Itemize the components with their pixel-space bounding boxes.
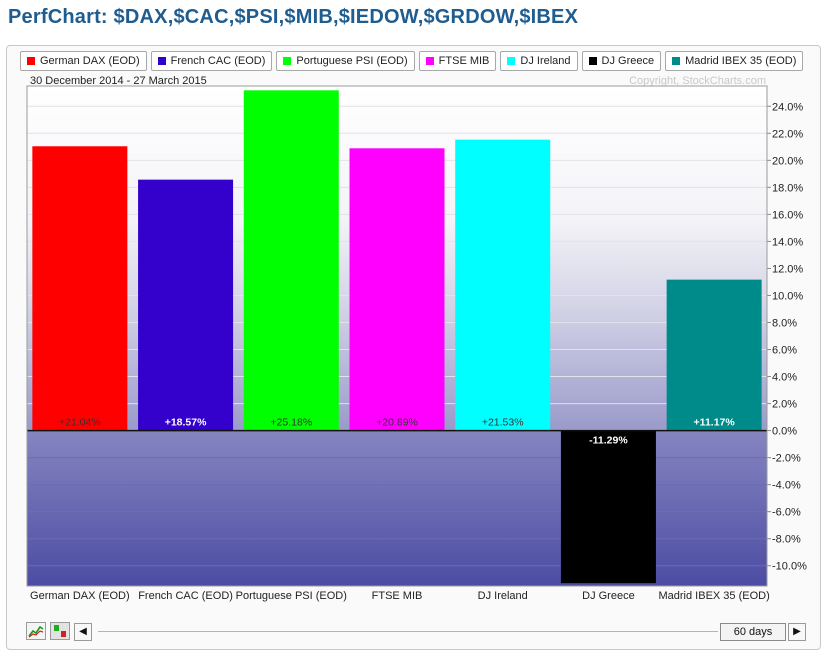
legend-swatch	[27, 57, 35, 65]
y-tick-label: -10.0%	[772, 561, 807, 573]
bar	[349, 148, 445, 431]
legend-item[interactable]: Portuguese PSI (EOD)	[276, 51, 415, 71]
legend-label: German DAX (EOD)	[40, 55, 140, 67]
line-chart-icon[interactable]	[26, 622, 46, 640]
y-tick-label: 12.0%	[772, 263, 803, 275]
legend-item[interactable]: French CAC (EOD)	[150, 51, 273, 71]
y-tick-label: 10.0%	[772, 290, 803, 302]
y-tick-label: 4.0%	[772, 372, 797, 384]
x-tick-label: French CAC (EOD)	[138, 590, 233, 602]
legend-swatch	[672, 57, 681, 65]
y-tick-label: 2.0%	[772, 399, 797, 411]
bar	[455, 139, 551, 431]
scroll-left-button[interactable]: ◀	[74, 623, 92, 641]
y-tick-label: 20.0%	[772, 155, 803, 167]
x-tick-label: FTSE MIB	[372, 590, 423, 602]
chart-controls: ◀ 60 days ▶	[26, 622, 810, 642]
y-tick-label: 0.0%	[772, 426, 797, 438]
y-tick-label: 14.0%	[772, 236, 803, 248]
bar	[138, 179, 234, 431]
y-tick-label: 22.0%	[772, 128, 803, 140]
y-tick-label: 6.0%	[772, 345, 797, 357]
plot-frame	[26, 85, 768, 587]
legend-item[interactable]: FTSE MIB	[418, 51, 497, 71]
bar-value-label: -11.29%	[589, 435, 628, 447]
y-tick-label: 24.0%	[772, 101, 803, 113]
histogram-icon[interactable]	[50, 622, 70, 640]
legend-item[interactable]: DJ Greece	[581, 51, 662, 71]
y-tick-label: 8.0%	[772, 317, 797, 329]
bar-value-label: +11.17%	[694, 417, 736, 429]
legend-item[interactable]: DJ Ireland	[500, 51, 578, 71]
bar-value-label: +18.57%	[165, 417, 207, 429]
bar	[560, 430, 656, 584]
legend-swatch	[507, 57, 516, 65]
bar	[666, 279, 762, 431]
chart-title: PerfChart: $DAX,$CAC,$PSI,$MIB,$IEDOW,$G…	[8, 6, 579, 28]
legend-swatch	[157, 57, 166, 65]
x-tick-label: German DAX (EOD)	[30, 590, 130, 602]
legend-label: DJ Greece	[601, 55, 655, 67]
x-tick-label: DJ Ireland	[478, 590, 528, 602]
bar-value-label: +20.89%	[376, 417, 418, 429]
legend-item[interactable]: German DAX (EOD)	[20, 51, 147, 71]
legend-swatch	[283, 57, 292, 65]
x-tick-label: Portuguese PSI (EOD)	[236, 590, 347, 602]
period-selector[interactable]: 60 days	[720, 623, 786, 641]
legend-item[interactable]: Madrid IBEX 35 (EOD)	[665, 51, 804, 71]
y-tick-label: 18.0%	[772, 182, 803, 194]
legend-label: DJ Ireland	[520, 55, 571, 67]
legend-label: FTSE MIB	[438, 55, 490, 67]
legend-label: Portuguese PSI (EOD)	[296, 55, 408, 67]
date-scrollbar[interactable]	[98, 631, 718, 632]
y-tick-label: 16.0%	[772, 209, 803, 221]
legend: German DAX (EOD) French CAC (EOD) Portugue…	[20, 51, 804, 71]
plot-background-negative	[27, 430, 767, 586]
legend-swatch	[588, 57, 597, 65]
scroll-right-button[interactable]: ▶	[788, 623, 806, 641]
bar	[243, 90, 339, 431]
date-range: 30 December 2014 - 27 March 2015	[30, 75, 207, 87]
bar	[32, 146, 128, 431]
y-tick-label: -2.0%	[772, 453, 801, 465]
x-tick-label: Madrid IBEX 35 (EOD)	[659, 590, 770, 602]
legend-swatch	[425, 57, 434, 65]
y-tick-label: -6.0%	[772, 507, 801, 519]
legend-label: Madrid IBEX 35 (EOD)	[685, 55, 797, 67]
x-tick-label: DJ Greece	[582, 590, 635, 602]
bar-value-label: +25.18%	[270, 417, 312, 429]
legend-label: French CAC (EOD)	[170, 55, 266, 67]
bar-value-label: +21.04%	[59, 417, 101, 429]
y-tick-label: -4.0%	[772, 480, 801, 492]
copyright-notice: Copyright, StockCharts.com	[629, 75, 766, 87]
bar-value-label: +21.53%	[482, 417, 524, 429]
y-tick-label: -8.0%	[772, 534, 801, 546]
